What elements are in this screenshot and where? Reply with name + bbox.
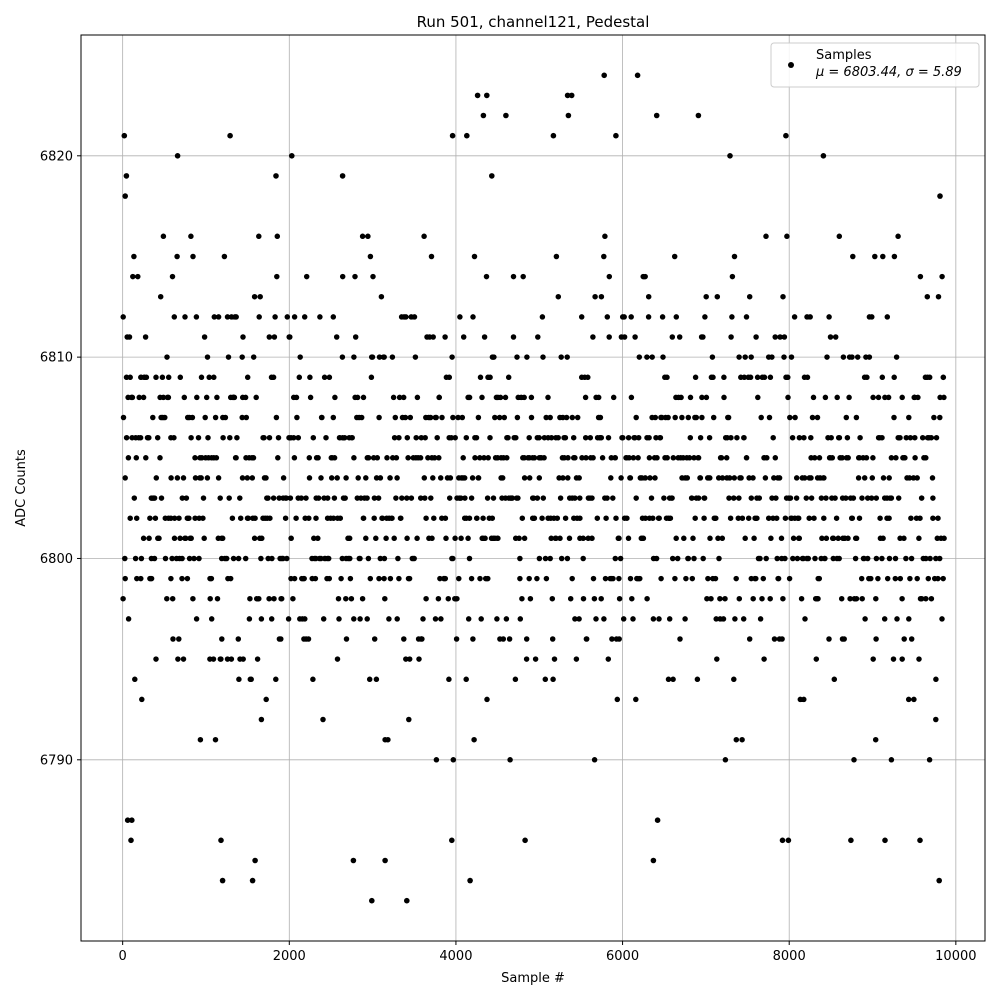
data-point: [449, 132, 456, 139]
data-point: [474, 92, 481, 99]
data-point: [122, 193, 128, 199]
data-point: [779, 837, 786, 844]
x-tick-label: 10000: [935, 949, 976, 964]
data-point: [727, 153, 733, 159]
data-point: [848, 837, 854, 844]
y-tick-label: 6810: [40, 351, 73, 366]
x-tick-label: 8000: [773, 949, 806, 964]
legend-box: [770, 42, 980, 88]
data-point: [937, 193, 943, 199]
x-axis-label: Sample #: [501, 971, 565, 986]
data-point: [128, 837, 134, 844]
data-point: [785, 837, 792, 844]
data-point: [650, 857, 657, 864]
data-point: [121, 132, 128, 139]
data-point: [369, 897, 375, 904]
data-point: [289, 153, 295, 159]
data-point: [339, 173, 346, 179]
data-point: [653, 112, 660, 119]
y-axis-label: ADC Counts: [14, 449, 29, 527]
chart-title: Run 501, channel121, Pedestal: [417, 13, 650, 31]
data-point: [218, 837, 224, 844]
data-point: [382, 857, 388, 864]
data-point: [936, 877, 942, 884]
x-tick-label: 0: [119, 949, 127, 964]
sample-markers: [120, 233, 947, 763]
data-point: [227, 132, 233, 139]
data-point: [882, 837, 888, 844]
data-point: [522, 837, 528, 844]
data-point: [565, 112, 572, 119]
data-point: [634, 72, 641, 79]
data-point: [480, 112, 487, 119]
data-point: [601, 72, 607, 79]
legend: Samples μ = 6803.44, σ = 5.89: [770, 42, 980, 88]
data-point: [464, 132, 470, 139]
y-tick-label: 6820: [40, 149, 73, 164]
data-point: [404, 897, 410, 904]
data-point: [695, 112, 702, 119]
legend-stats-label: μ = 6803.44, σ = 5.89: [815, 65, 962, 80]
data-point: [350, 857, 357, 864]
legend-series-label: Samples: [816, 48, 872, 63]
data-point: [123, 173, 130, 179]
y-tick-label: 6800: [40, 552, 73, 567]
y-tick-label: 6790: [40, 753, 73, 768]
data-point: [449, 837, 455, 844]
x-tick-label: 4000: [439, 949, 472, 964]
data-point: [820, 153, 827, 159]
data-point: [249, 877, 256, 884]
data-point: [484, 92, 490, 99]
data-point: [550, 132, 557, 139]
data-point: [917, 837, 923, 844]
x-tick-label: 2000: [273, 949, 306, 964]
legend-marker: [788, 62, 794, 68]
data-point: [129, 817, 135, 823]
data-point: [174, 153, 181, 159]
data-point: [613, 132, 619, 139]
data-point: [940, 374, 947, 381]
data-point: [489, 173, 495, 179]
axis-ticks: 0 2000 4000 6000 8000 10000 6790 6800 6810 6820: [40, 149, 977, 964]
data-point: [564, 92, 571, 99]
data-point: [273, 173, 279, 179]
data-point: [783, 132, 789, 139]
data-point: [654, 817, 661, 823]
data-point: [252, 857, 258, 864]
x-tick-label: 6000: [606, 949, 639, 964]
data-point: [467, 877, 473, 884]
data-point: [503, 112, 509, 119]
data-point: [219, 877, 226, 884]
data-point: [568, 92, 575, 99]
data-points: [120, 72, 947, 904]
axes-frame: [80, 34, 986, 942]
data-point: [124, 817, 131, 823]
